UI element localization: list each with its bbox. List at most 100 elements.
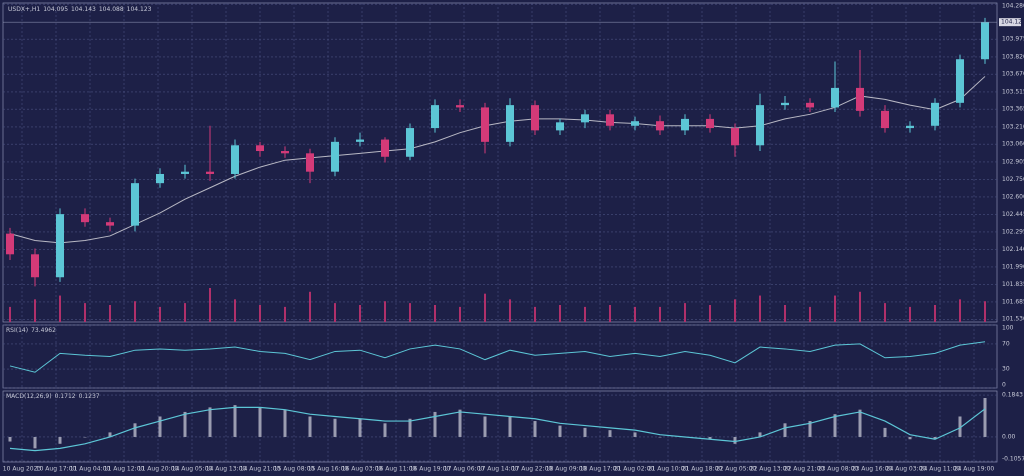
y-tick-label: 0	[1002, 382, 1006, 389]
macd-bar	[733, 436, 737, 444]
x-tick-label: 16 Aug 03:00	[342, 466, 383, 473]
volume-bar	[709, 305, 711, 322]
y-tick-label: 104.280	[1002, 3, 1024, 10]
macd-bar	[308, 416, 312, 437]
candle-body	[881, 110, 889, 129]
volume-bar	[284, 306, 286, 322]
macd-bar	[233, 405, 237, 437]
candle-body	[956, 59, 964, 103]
volume-bar	[409, 303, 411, 322]
x-tick-label: 14 Aug 13:00	[206, 466, 247, 473]
volume-bar	[634, 306, 636, 322]
volume-bar	[934, 305, 936, 322]
indicator-name: MACD(12,26,9)	[6, 393, 52, 400]
macd-bar	[933, 436, 937, 440]
candle-body	[506, 105, 514, 142]
volume-bar	[884, 303, 886, 322]
candle-body	[706, 118, 714, 129]
volume-bar	[659, 306, 661, 322]
y-tick-label: 101.685	[1002, 298, 1024, 305]
candle-body	[656, 121, 664, 131]
volume-bar	[859, 291, 861, 322]
x-tick-label: 18 Aug 09:00	[546, 466, 587, 473]
y-tick-label: 103.975	[1002, 36, 1024, 43]
x-tick-label: 16 Aug 11:00	[376, 466, 417, 473]
macd-bar	[708, 436, 712, 440]
volume-bar	[484, 293, 486, 322]
indicator-value: 73.4962	[31, 327, 56, 334]
volume-bar	[34, 299, 36, 322]
panel-border	[2, 2, 998, 323]
macd-bar	[783, 423, 787, 437]
candle-body	[806, 102, 814, 108]
macd-bar	[608, 430, 612, 437]
candle-body	[281, 151, 289, 154]
y-tick-label: 0.1843	[1002, 392, 1023, 399]
x-tick-label: 16 Aug 19:00	[410, 466, 451, 473]
macd-bar	[558, 425, 562, 437]
volume-bar	[734, 299, 736, 322]
macd-bar	[508, 416, 512, 437]
macd-bar	[333, 418, 337, 437]
x-tick-label: 22 Aug 05:00	[716, 466, 757, 473]
rsi-line	[9, 341, 986, 373]
volume-bar	[459, 306, 461, 322]
ohlc-value: 104.088	[99, 6, 124, 13]
price-box	[999, 18, 1021, 27]
volume-bar	[534, 306, 536, 322]
candle-body	[6, 233, 14, 255]
candle-body	[381, 139, 389, 157]
x-tick-label: 14 Aug 21:00	[240, 466, 281, 473]
volume-bar	[959, 299, 961, 322]
volume-bar	[784, 305, 786, 322]
x-tick-label: 24 Aug 11:00	[920, 466, 961, 473]
candle-body	[106, 222, 114, 226]
volume-bar	[909, 306, 911, 322]
y-tick-label: 103.820	[1002, 53, 1024, 60]
volume-bar	[834, 295, 836, 322]
macd-bar	[883, 427, 887, 437]
candle-body	[556, 122, 564, 131]
y-tick-label: 0.00	[1002, 433, 1016, 440]
macd-bar	[208, 407, 212, 437]
indicator-header: MACD(12,26,9) 0.1712 0.1237	[6, 393, 100, 400]
candle-body	[431, 105, 439, 129]
macd-bar	[908, 436, 912, 440]
y-tick-label: 102.750	[1002, 176, 1024, 183]
candle-body	[406, 128, 414, 157]
macd-bar	[433, 411, 437, 437]
macd-bar	[958, 416, 962, 437]
macd-bar	[133, 423, 137, 437]
x-tick-label: 22 Aug 13:00	[750, 466, 791, 473]
macd-bar	[33, 436, 37, 449]
candle-body	[931, 102, 939, 126]
volume-bar	[84, 303, 86, 322]
candle-body	[356, 139, 364, 142]
candle-body	[181, 171, 189, 174]
symbol: USDX+,H1	[8, 6, 40, 13]
y-tick-label: 102.445	[1002, 211, 1024, 218]
candle-body	[81, 214, 89, 223]
volume-bar	[334, 303, 336, 322]
candle-body	[231, 145, 239, 174]
candle-body	[681, 118, 689, 131]
y-tick-label: 102.905	[1002, 158, 1024, 165]
candle-body	[781, 102, 789, 106]
volume-bar	[509, 299, 511, 322]
x-tick-label: 17 Aug 22:00	[512, 466, 553, 473]
y-tick-label: 103.515	[1002, 88, 1024, 95]
x-tick-label: 24 Aug 19:00	[954, 466, 995, 473]
macd-bar	[583, 427, 587, 437]
candle-body	[256, 145, 264, 152]
x-tick-label: 23 Aug 16:00	[852, 466, 893, 473]
macd-bar	[258, 407, 262, 437]
candle-body	[456, 105, 464, 108]
macd-bar	[983, 398, 987, 437]
volume-bar	[609, 305, 611, 322]
volume-bar	[59, 295, 61, 322]
candle-body	[306, 153, 314, 172]
y-tick-label: 30	[1002, 366, 1010, 373]
volume-bar	[984, 301, 986, 322]
